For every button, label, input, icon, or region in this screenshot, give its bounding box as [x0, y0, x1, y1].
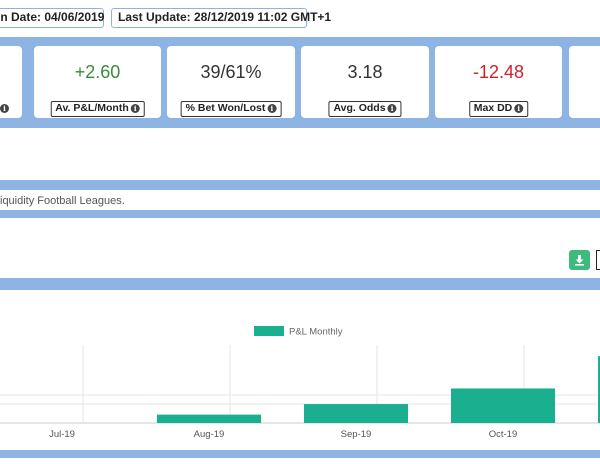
stat-value: 39/61% — [200, 62, 262, 82]
stat-card-partial-right — [569, 46, 600, 118]
info-icon[interactable]: i — [514, 104, 524, 113]
stat-label-box[interactable]: % Bet Won/Lost i — [180, 101, 282, 117]
secondary-button-partial[interactable] — [596, 250, 600, 270]
chart-bars — [157, 356, 600, 423]
divider-band — [0, 450, 600, 458]
legend-label[interactable]: P&L Monthly — [289, 327, 343, 338]
stat-card-avg-odds: 3.18 Avg. Odds i — [301, 46, 429, 118]
stat-label: % Bet Won/Lost — [185, 102, 266, 114]
stat-label-box[interactable]: Av. P&L/Month i — [50, 101, 145, 117]
info-icon[interactable]: i — [0, 104, 9, 113]
info-icon[interactable]: i — [130, 104, 140, 113]
stat-card-bet-won-lost: 39/61% % Bet Won/Lost i — [167, 46, 295, 118]
stat-card-partial: i — [0, 46, 22, 118]
stat-card-av-pl-month: +2.60 Av. P&L/Month i — [34, 46, 161, 118]
bar-Aug-19[interactable] — [157, 414, 261, 423]
legend-swatch — [254, 326, 284, 336]
stats-band: i +2.60 Av. P&L/Month i 39/61% % Bet Won/… — [0, 37, 600, 128]
bar-Nov-19[interactable] — [598, 356, 600, 423]
stat-value: -12.48 — [472, 62, 525, 82]
stat-label: Max DD — [473, 102, 513, 114]
bar-Oct-19[interactable] — [451, 388, 555, 423]
stat-label-box[interactable]: Avg. Odds i — [328, 101, 402, 117]
divider-band — [0, 210, 600, 218]
x-tick-label: Jul-19 — [49, 429, 75, 440]
download-button[interactable] — [569, 250, 590, 270]
x-tick-label: Sep-19 — [341, 429, 372, 440]
stat-label: Avg. Odds — [333, 102, 386, 114]
stat-label-box[interactable]: Max DD i — [468, 101, 529, 117]
stat-label: Av. P&L/Month — [55, 102, 129, 114]
start-date-tag: on Date: 04/06/2019 — [0, 8, 104, 28]
stat-value: +2.60 — [74, 62, 121, 82]
x-tick-label: Aug-19 — [194, 429, 225, 440]
x-tick-label: Oct-19 — [489, 429, 518, 440]
bar-Sep-19[interactable] — [304, 404, 408, 423]
stat-value: 3.18 — [347, 62, 383, 82]
divider-band — [0, 180, 600, 190]
divider-band — [0, 278, 600, 290]
download-icon — [575, 255, 584, 266]
last-update-tag: Last Update: 28/12/2019 11:02 GMT+1 — [111, 8, 331, 28]
info-icon[interactable]: i — [267, 104, 277, 113]
chart-legend: P&L Monthly — [254, 326, 343, 338]
strategy-description: iquidity Football Leagues. — [0, 195, 125, 207]
stat-card-max-dd: -12.48 Max DD i — [435, 46, 562, 118]
info-icon[interactable]: i — [387, 104, 397, 113]
